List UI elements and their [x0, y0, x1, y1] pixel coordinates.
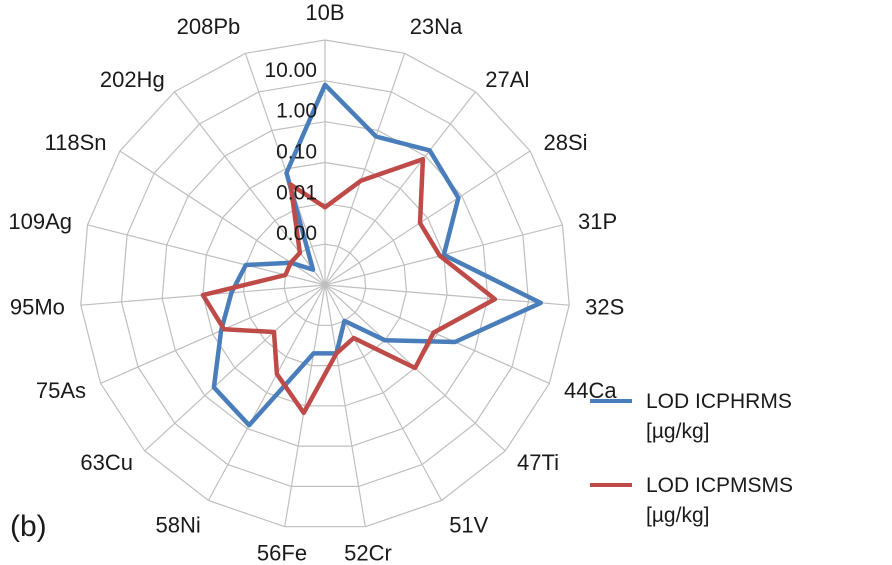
- category-label: 28Si: [544, 130, 588, 155]
- category-label: 109Ag: [8, 209, 72, 234]
- category-label: 10B: [305, 0, 344, 25]
- category-label: 63Cu: [80, 450, 133, 475]
- spoke: [324, 284, 550, 384]
- legend-item-icphrms: LOD ICPHRMS [µg/kg]: [590, 387, 836, 447]
- grid-ring: [161, 121, 489, 447]
- tick-label: 1.00: [276, 100, 317, 123]
- category-label: 56Fe: [257, 540, 307, 565]
- category-label: 58Ni: [156, 513, 201, 538]
- category-label: 75As: [36, 378, 86, 403]
- tick-label: 0.00: [276, 222, 317, 245]
- spoke: [324, 284, 366, 527]
- tick-label: 0.10: [276, 141, 317, 164]
- category-label: 118Sn: [45, 130, 107, 155]
- category-label: 27Al: [485, 67, 529, 92]
- series-line-icpmsms: [200, 156, 498, 416]
- grid-ring: [120, 80, 530, 487]
- grid-ring: [242, 202, 408, 367]
- category-label: 202Hg: [100, 67, 165, 92]
- radial-tick-labels: 0.00 0.01 0.10 1.00 10.00: [264, 59, 317, 245]
- legend-label-icpmsms: LOD ICPMSMS [µg/kg]: [646, 474, 794, 527]
- category-label: 52Cr: [344, 540, 392, 565]
- spoke: [324, 284, 570, 306]
- category-label: 47Ti: [517, 450, 559, 475]
- legend: LOD ICPHRMS [µg/kg] LOD ICPMSMS [µg/kg]: [590, 387, 836, 555]
- panel-label: (b): [10, 510, 47, 543]
- spoke: [284, 284, 326, 527]
- spoke: [324, 150, 531, 286]
- legend-item-icpmsms: LOD ICPMSMS [µg/kg]: [590, 471, 836, 531]
- spoke: [244, 53, 326, 286]
- spoke: [324, 91, 476, 286]
- category-label: 31P: [578, 209, 617, 234]
- category-label: 51V: [449, 513, 488, 538]
- spoke: [207, 284, 326, 501]
- spoke: [324, 53, 406, 286]
- category-labels: 10B 23Na 27Al 28Si 31P 32S 44Ca 47Ti 51V 52Cr 56Fe…: [8, 0, 624, 565]
- radar-series: [200, 82, 543, 428]
- grid-ring: [80, 39, 570, 528]
- grid-ring: [202, 161, 448, 407]
- legend-label-icphrms: LOD ICPHRMS [µg/kg]: [646, 390, 792, 443]
- category-label: 32S: [585, 295, 624, 320]
- category-label: 95Mo: [10, 295, 65, 320]
- spoke: [144, 284, 326, 452]
- legend-swatch-icpmsms: [590, 483, 632, 487]
- tick-label: 10.00: [264, 59, 317, 82]
- tick-label: 0.01: [276, 181, 317, 204]
- radar-grid: [80, 39, 570, 528]
- category-label: 44Ca: [564, 378, 617, 403]
- spoke: [100, 284, 326, 384]
- series-line-icphrms: [211, 82, 543, 428]
- category-label: 23Na: [410, 14, 463, 39]
- legend-swatch-icphrms: [590, 399, 632, 403]
- category-label: 208Pb: [177, 14, 241, 39]
